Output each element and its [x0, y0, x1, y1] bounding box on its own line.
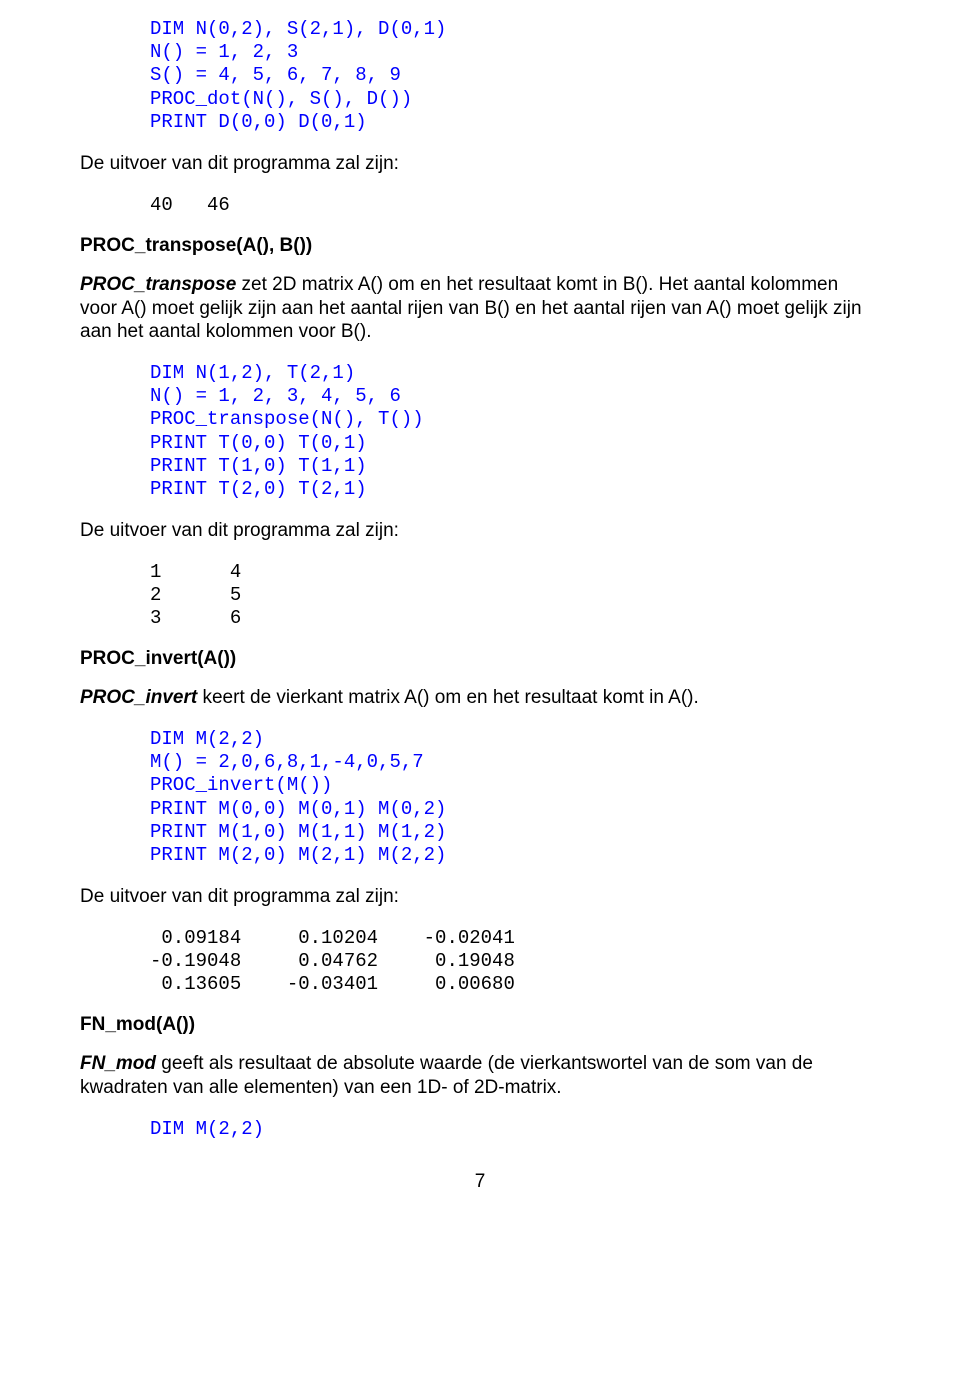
document-page: DIM N(0,2), S(2,1), D(0,1) N() = 1, 2, 3…: [0, 0, 960, 1233]
page-number: 7: [80, 1171, 880, 1193]
paragraph-transpose: PROC_transpose zet 2D matrix A() om en h…: [80, 273, 880, 344]
heading-mod: FN_mod(A()): [80, 1014, 880, 1036]
output-3: 0.09184 0.10204 -0.02041 -0.19048 0.0476…: [80, 927, 880, 997]
code-block-mod: DIM M(2,2): [80, 1118, 880, 1141]
paragraph-invert-body: keert de vierkant matrix A() om en het r…: [197, 687, 699, 708]
fn-mod-name: FN_mod: [80, 1053, 156, 1074]
proc-invert-name: PROC_invert: [80, 687, 197, 708]
output-label-2: De uitvoer van dit programma zal zijn:: [80, 519, 880, 543]
paragraph-mod-body: geeft als resultaat de absolute waarde (…: [80, 1053, 813, 1098]
code-block-dot: DIM N(0,2), S(2,1), D(0,1) N() = 1, 2, 3…: [80, 18, 880, 134]
paragraph-mod: FN_mod geeft als resultaat de absolute w…: [80, 1052, 880, 1100]
output-label-1: De uitvoer van dit programma zal zijn:: [80, 152, 880, 176]
heading-invert: PROC_invert(A()): [80, 648, 880, 670]
proc-transpose-name: PROC_transpose: [80, 274, 236, 295]
output-label-3: De uitvoer van dit programma zal zijn:: [80, 885, 880, 909]
code-block-transpose: DIM N(1,2), T(2,1) N() = 1, 2, 3, 4, 5, …: [80, 362, 880, 501]
paragraph-invert: PROC_invert keert de vierkant matrix A()…: [80, 686, 880, 710]
code-block-invert: DIM M(2,2) M() = 2,0,6,8,1,-4,0,5,7 PROC…: [80, 728, 880, 867]
output-2: 1 4 2 5 3 6: [80, 561, 880, 631]
output-1: 40 46: [80, 194, 880, 217]
heading-transpose: PROC_transpose(A(), B()): [80, 235, 880, 257]
